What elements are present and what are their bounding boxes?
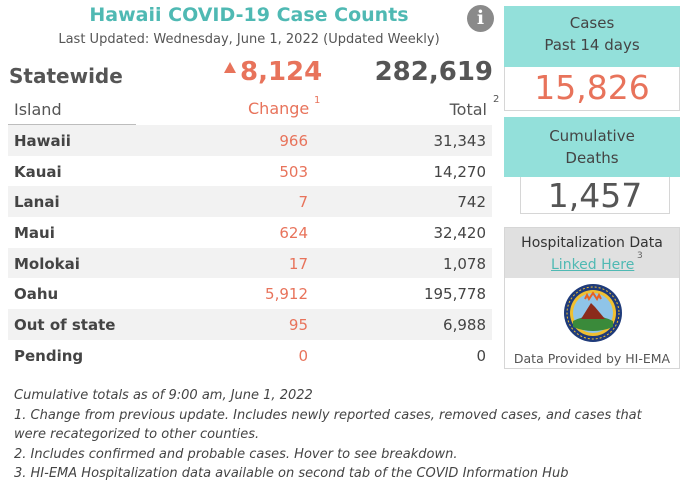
- island-change: 0: [298, 346, 308, 365]
- island-total: 1,078: [443, 254, 486, 273]
- island-change: 966: [279, 132, 308, 150]
- statewide-change: 8,124: [240, 57, 323, 87]
- hospitalization-link[interactable]: Linked Here: [551, 257, 635, 273]
- statewide-label: Statewide: [9, 64, 123, 88]
- island-name: Pending: [14, 346, 84, 365]
- data-source-label: Data Provided by HI-EMA: [513, 351, 671, 366]
- table-row[interactable]: Maui 624 32,420: [8, 217, 492, 248]
- island-change: 95: [288, 316, 308, 335]
- footnote-cumulative: Cumulative totals as of 9:00 am, June 1,…: [14, 388, 313, 403]
- deaths-card-subtitle: Deaths: [565, 149, 619, 167]
- island-change: 503: [279, 162, 308, 181]
- statewide-total: 282,619: [374, 57, 493, 87]
- table-row[interactable]: Molokai 17 1,078: [8, 247, 492, 279]
- table-row[interactable]: Kauai 503 14,270: [8, 156, 492, 187]
- island-table: Hawaii 966 31,343 Kauai 503 14,270 Lanai…: [8, 125, 492, 371]
- island-change: 624: [279, 224, 308, 243]
- hospitalization-panel: Hospitalization Data Linked Here 3 Data …: [504, 227, 680, 369]
- cumulative-deaths-value: 1,457: [520, 177, 670, 215]
- deaths-card-header: Cumulative Deaths: [504, 117, 680, 177]
- cumulative-deaths-card: Cumulative Deaths 1,457: [504, 117, 680, 215]
- island-change: 7: [298, 193, 308, 212]
- info-icon[interactable]: i: [467, 5, 494, 32]
- header-divider: [8, 124, 136, 125]
- hi-ema-seal-icon: [564, 284, 622, 342]
- island-name: Lanai: [14, 193, 60, 212]
- island-name: Maui: [14, 224, 55, 243]
- footnote-2: 2. Includes confirmed and probable cases…: [14, 446, 458, 462]
- last-updated-text: Last Updated: Wednesday, June 1, 2022 (U…: [58, 32, 440, 47]
- island-name: Oahu: [14, 285, 59, 304]
- island-total: 31,343: [433, 132, 487, 150]
- island-total: 742: [457, 193, 486, 212]
- column-header-change[interactable]: Change: [248, 99, 310, 118]
- island-total: 0: [476, 346, 486, 365]
- cases-card-subtitle: Past 14 days: [544, 36, 640, 54]
- table-row[interactable]: Out of state 95 6,988: [8, 309, 492, 340]
- footnote-ref-2: 2: [493, 94, 500, 105]
- hospitalization-title: Hospitalization Data: [521, 235, 663, 251]
- column-header-island[interactable]: Island: [14, 100, 62, 119]
- up-triangle-icon: [224, 62, 236, 73]
- island-total: 14,270: [433, 162, 487, 181]
- island-change: 17: [288, 254, 308, 273]
- table-row[interactable]: Pending 0 0: [8, 340, 492, 371]
- column-header-total[interactable]: Total: [449, 100, 487, 119]
- table-row[interactable]: Lanai 7 742: [8, 186, 492, 218]
- island-name: Molokai: [14, 254, 80, 273]
- cases-card-title: Cases: [569, 14, 615, 32]
- footnotes: Cumulative totals as of 9:00 am, June 1,…: [14, 386, 674, 484]
- table-row[interactable]: Oahu 5,912 195,778: [8, 278, 492, 309]
- island-total: 6,988: [443, 316, 486, 335]
- cases-card-header: Cases Past 14 days: [504, 6, 680, 67]
- page-title: Hawaii COVID-19 Case Counts: [89, 4, 409, 26]
- footnote-ref-3: 3: [637, 251, 643, 261]
- footnote-ref-1: 1: [314, 95, 321, 106]
- hospitalization-header: [505, 228, 679, 278]
- island-name: Hawaii: [14, 132, 71, 150]
- cases-14-day-value: 15,826: [504, 67, 680, 111]
- island-total: 195,778: [423, 285, 486, 304]
- island-name: Out of state: [14, 316, 116, 335]
- island-total: 32,420: [433, 224, 487, 243]
- table-row[interactable]: Hawaii 966 31,343: [8, 125, 492, 156]
- footnote-3: 3. HI-EMA Hospitalization data available…: [14, 466, 569, 481]
- deaths-card-title: Cumulative: [549, 127, 635, 145]
- island-change: 5,912: [265, 285, 308, 304]
- footnote-1: 1. Change from previous update. Includes…: [14, 407, 642, 443]
- cases-14-day-card: Cases Past 14 days 15,826: [504, 6, 680, 111]
- island-name: Kauai: [14, 162, 62, 181]
